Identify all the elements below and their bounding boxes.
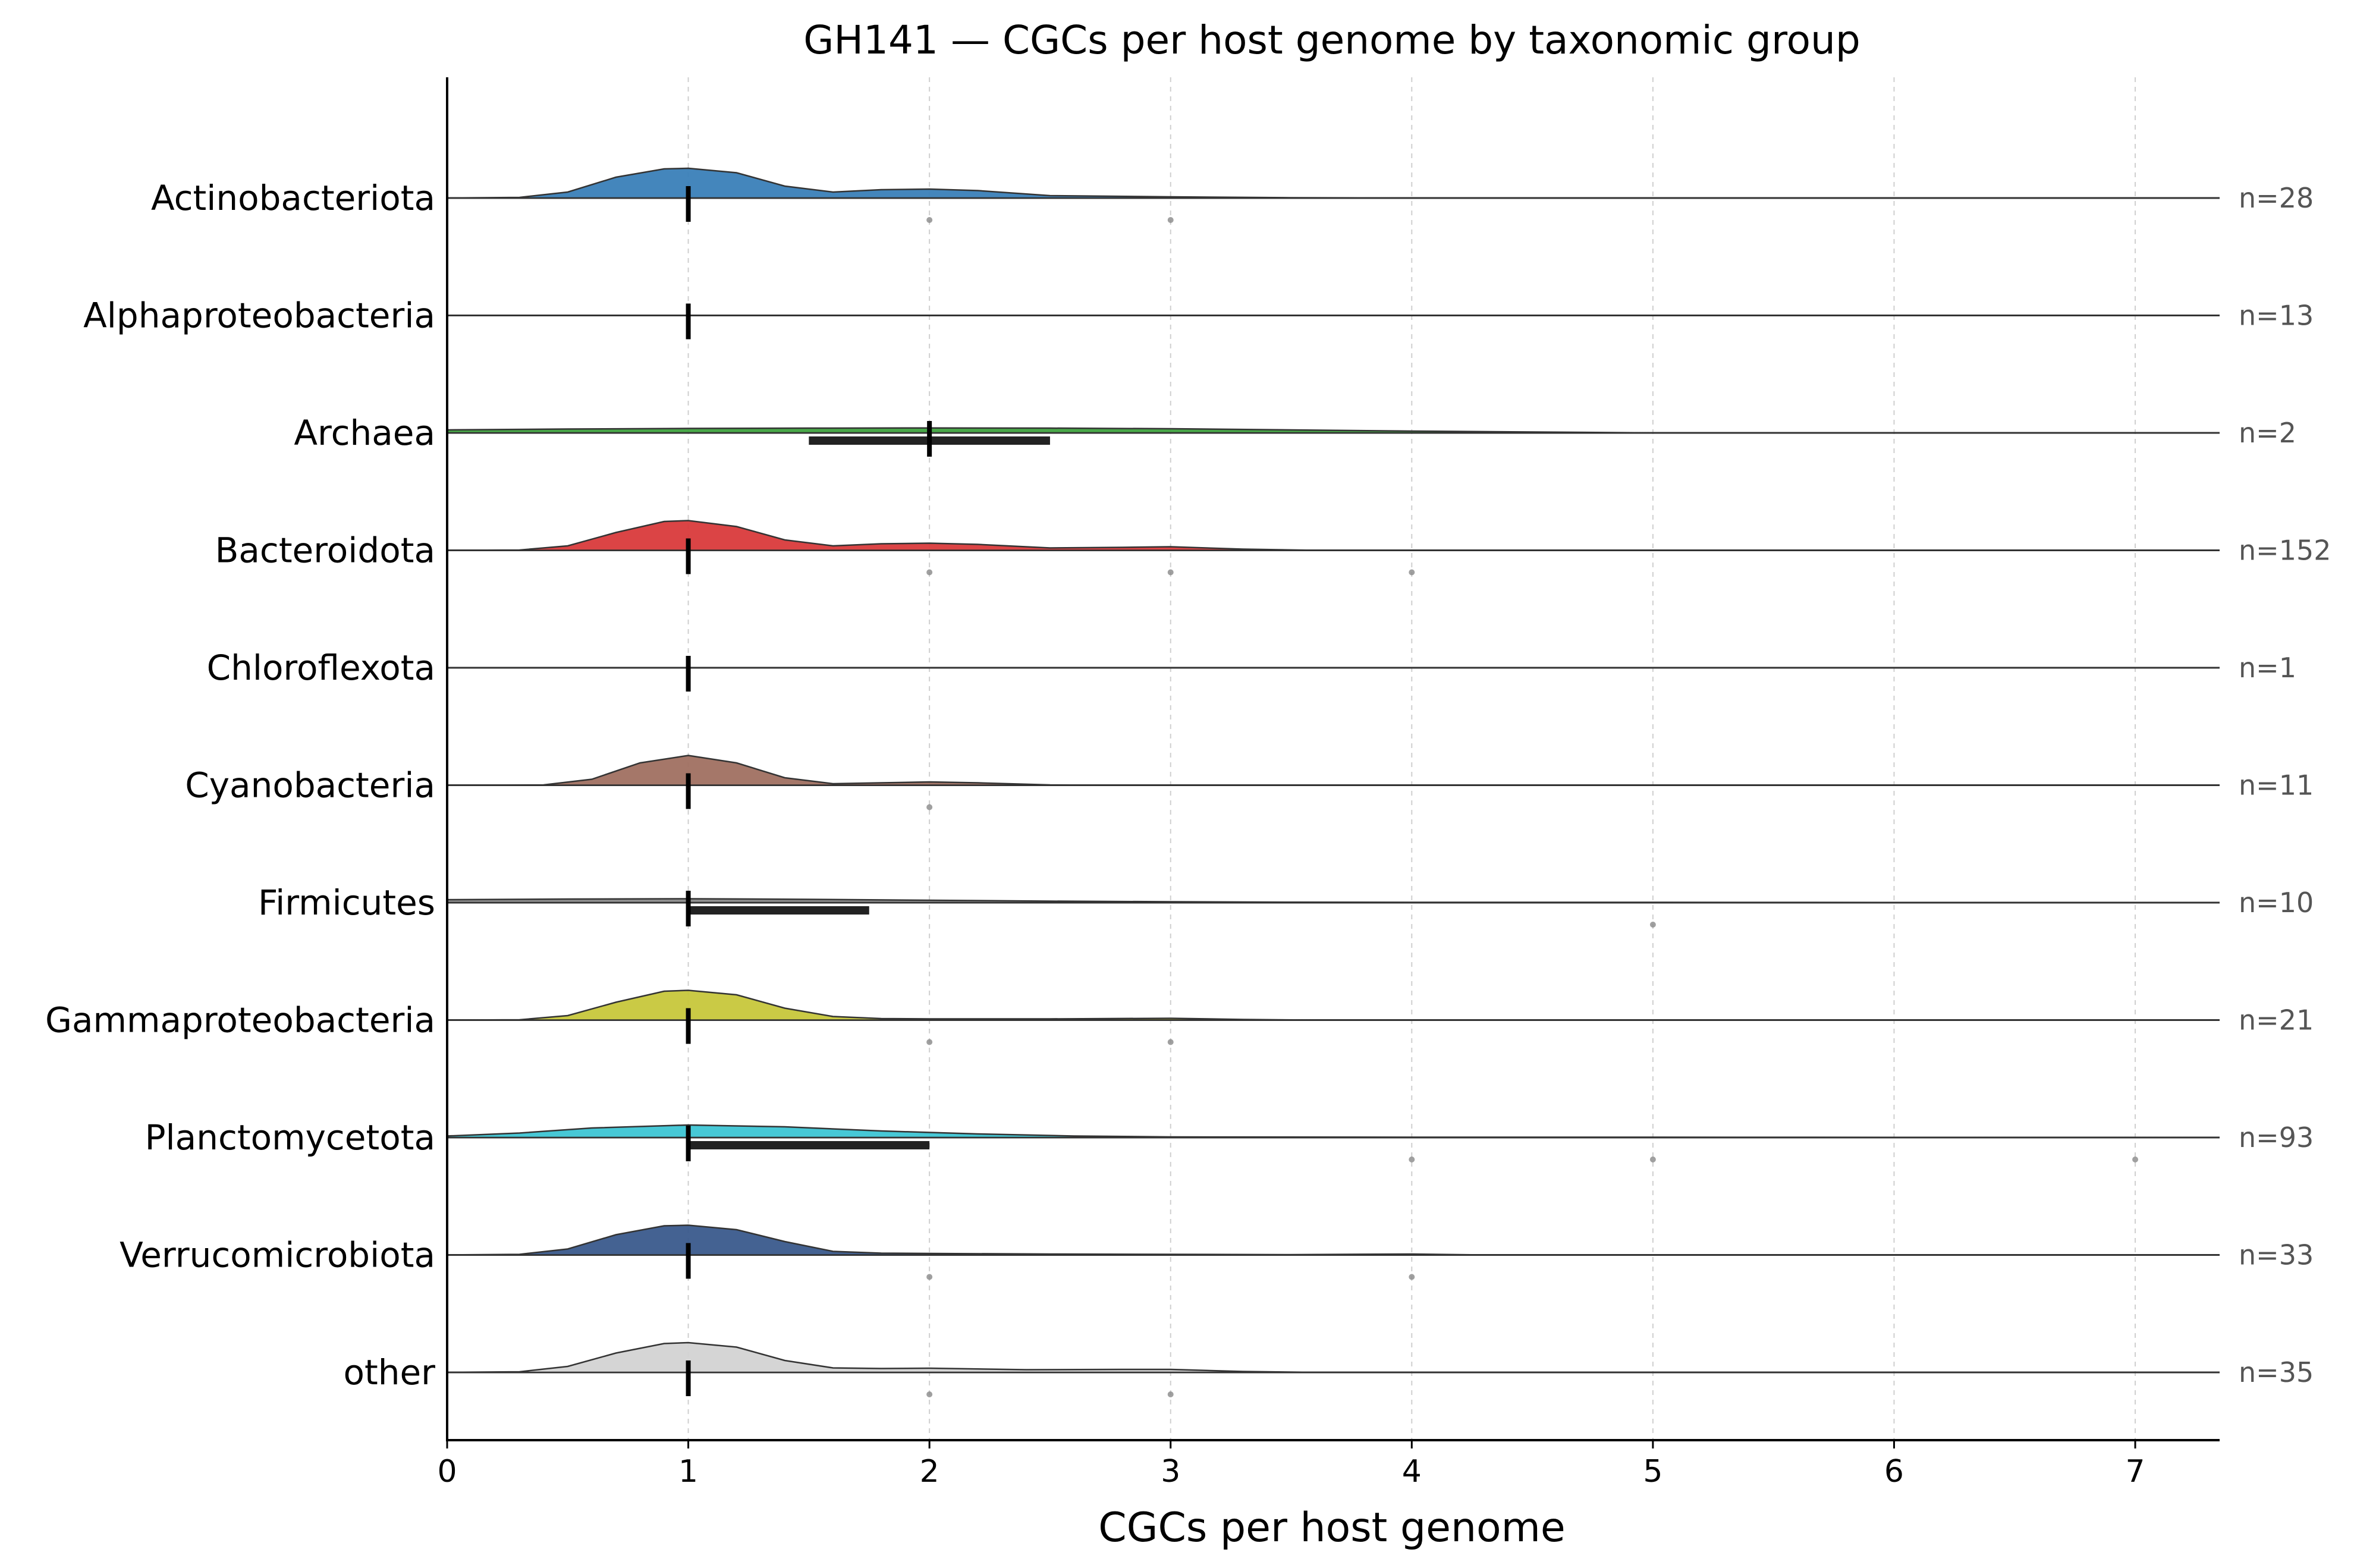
density-gammaproteobacteria <box>447 989 2220 1021</box>
ridge-other <box>447 1341 2220 1397</box>
axes <box>446 77 2220 1441</box>
y-label-chloroflexota: Chloroflexota <box>207 648 435 688</box>
outlier-actinobacteriota-3 <box>1167 217 1174 223</box>
x-ticks: 0 1 2 3 4 5 6 7 <box>437 1440 2145 1490</box>
density-verrucomicrobiota <box>447 1224 2220 1256</box>
density-bacteroidota <box>447 520 2220 551</box>
y-label-archaea: Archaea <box>294 413 435 453</box>
outlier-other-2 <box>926 1391 933 1397</box>
outlier-firmicutes-5 <box>1649 922 1656 928</box>
outlier-verrucomicrobiota-2 <box>926 1274 933 1280</box>
outlier-actinobacteriota-2 <box>926 217 933 223</box>
outlier-cyanobacteria-2 <box>926 804 933 810</box>
y-label-bacteroidota: Bacteroidota <box>215 530 435 571</box>
outlier-planctomycetota-4 <box>1409 1157 1415 1162</box>
x-tick-label-0: 0 <box>437 1454 457 1490</box>
ridge-gammaproteobacteria <box>447 989 2220 1045</box>
outlier-other-3 <box>1167 1391 1174 1397</box>
ridge-firmicutes <box>446 891 2220 928</box>
x-axis-label: CGCs per host genome <box>1098 1504 1565 1551</box>
density-cyanobacteria <box>447 755 2220 786</box>
y-label-alphaproteobacteria: Alphaproteobacteria <box>83 296 435 336</box>
y-label-verrucomicrobiota: Verrucomicrobiota <box>120 1235 435 1275</box>
ridges <box>446 167 2220 1397</box>
outlier-verrucomicrobiota-4 <box>1409 1274 1415 1280</box>
x-tick-label-3: 3 <box>1161 1454 1180 1490</box>
x-tick-label-5: 5 <box>1643 1454 1662 1490</box>
n-label-cyanobacteria: n=11 <box>2239 769 2314 802</box>
x-tick-label-1: 1 <box>678 1454 698 1490</box>
y-label-gammaproteobacteria: Gammaproteobacteria <box>45 1000 435 1041</box>
n-label-gammaproteobacteria: n=21 <box>2239 1004 2314 1036</box>
n-label-planctomycetota: n=93 <box>2239 1121 2314 1154</box>
chart-title: GH141 — CGCs per host genome by taxonomi… <box>803 17 1860 63</box>
n-label-chloroflexota: n=1 <box>2239 652 2296 684</box>
outlier-bacteroidota-4 <box>1409 569 1415 576</box>
n-label-archaea: n=2 <box>2239 417 2296 449</box>
x-tick-label-7: 7 <box>2126 1454 2145 1490</box>
ridge-verrucomicrobiota <box>447 1224 2220 1280</box>
x-tick-label-6: 6 <box>1884 1454 1904 1490</box>
density-archaea <box>446 427 2220 434</box>
outlier-gammaproteobacteria-2 <box>926 1039 933 1045</box>
ridge-planctomycetota <box>446 1124 2220 1162</box>
x-tick-label-4: 4 <box>1402 1454 1422 1490</box>
density-firmicutes <box>446 898 2220 904</box>
n-label-alphaproteobacteria: n=13 <box>2239 300 2314 332</box>
outlier-planctomycetota-7 <box>2132 1157 2139 1162</box>
n-labels: n=28 n=13 n=2 n=152 n=1 n=11 n=10 n=21 n=93 n=33 n… <box>2239 182 2331 1388</box>
n-label-verrucomicrobiota: n=33 <box>2239 1239 2314 1271</box>
outlier-bacteroidota-3 <box>1167 569 1174 576</box>
y-tick-labels: Actinobacteriota Alphaproteobacteria Archa… <box>45 178 435 1393</box>
ridge-cyanobacteria <box>447 755 2220 810</box>
density-other <box>447 1341 2220 1374</box>
ridge-actinobacteriota <box>447 167 2220 223</box>
outlier-planctomycetota-5 <box>1649 1157 1656 1162</box>
grid-lines <box>687 77 2136 1440</box>
y-label-cyanobacteria: Cyanobacteria <box>185 765 435 806</box>
density-actinobacteriota <box>447 167 2220 199</box>
n-label-firmicutes: n=10 <box>2239 887 2314 919</box>
ridge-bacteroidota <box>447 520 2220 576</box>
ridge-alphaproteobacteria <box>447 303 2220 340</box>
outlier-bacteroidota-2 <box>926 569 933 576</box>
y-label-firmicutes: Firmicutes <box>258 882 435 923</box>
n-label-actinobacteriota: n=28 <box>2239 182 2314 214</box>
x-tick-label-2: 2 <box>920 1454 939 1490</box>
y-label-other: other <box>343 1352 435 1393</box>
y-label-actinobacteriota: Actinobacteriota <box>151 178 435 218</box>
density-planctomycetota <box>446 1124 2220 1139</box>
ridge-chloroflexota <box>447 656 2220 692</box>
n-label-bacteroidota: n=152 <box>2239 535 2331 567</box>
outlier-gammaproteobacteria-3 <box>1167 1039 1174 1045</box>
n-label-other: n=35 <box>2239 1356 2314 1388</box>
ridge-archaea <box>446 421 2220 457</box>
y-label-planctomycetota: Planctomycetota <box>145 1117 435 1158</box>
